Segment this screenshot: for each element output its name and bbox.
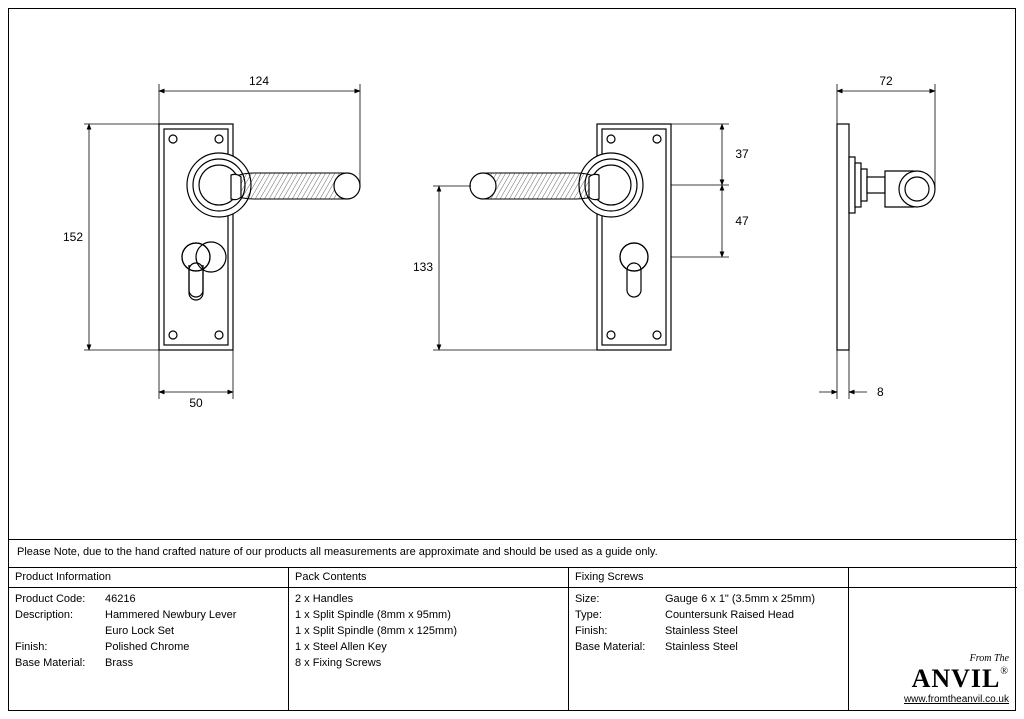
pack-item: 1 x Steel Allen Key (295, 639, 562, 655)
info-header-row: Product Information Pack Contents Fixing… (9, 567, 1017, 587)
technical-drawing: 152 124 50 (9, 9, 1017, 539)
label: Finish: (575, 623, 665, 639)
note-row: Please Note, due to the hand crafted nat… (9, 539, 1017, 567)
value: Stainless Steel (665, 639, 842, 655)
label: Type: (575, 607, 665, 623)
pack-item: 1 x Split Spindle (8mm x 95mm) (295, 607, 562, 623)
label: Finish: (15, 639, 105, 655)
drawing-area: 152 124 50 (9, 9, 1017, 539)
view-front-right (470, 124, 671, 350)
value: Euro Lock Set (105, 623, 282, 639)
note-text: Please Note, due to the hand crafted nat… (17, 546, 658, 558)
info-body-row: Product Code:46216 Description:Hammered … (9, 587, 1017, 711)
dim-label: 124 (249, 74, 269, 88)
dim-label: 133 (413, 260, 433, 274)
label: Product Code: (15, 591, 105, 607)
label: Description: (15, 607, 105, 623)
value: Polished Chrome (105, 639, 282, 655)
label: Base Material: (15, 655, 105, 671)
dim-50: 50 (159, 350, 233, 410)
brand-logo: From The ANVIL® www.fromtheanvil.co.uk (904, 653, 1009, 705)
value: Gauge 6 x 1" (3.5mm x 25mm) (665, 591, 842, 607)
header-pack: Pack Contents (289, 568, 569, 587)
dim-47: 47 (671, 185, 749, 257)
dim-label: 50 (189, 396, 203, 410)
pack-contents: 2 x Handles 1 x Split Spindle (8mm x 95m… (289, 588, 569, 711)
value: Brass (105, 655, 282, 671)
view-side (837, 124, 935, 350)
dim-label: 152 (63, 230, 83, 244)
fixing-screws: Size:Gauge 6 x 1" (3.5mm x 25mm) Type:Co… (569, 588, 849, 711)
product-info: Product Code:46216 Description:Hammered … (9, 588, 289, 711)
value: 46216 (105, 591, 282, 607)
label: Size: (575, 591, 665, 607)
dim-37: 37 (671, 124, 749, 185)
pack-item: 8 x Fixing Screws (295, 655, 562, 671)
value: Stainless Steel (665, 623, 842, 639)
dim-label: 37 (735, 147, 749, 161)
header-screws: Fixing Screws (569, 568, 849, 587)
header-empty (849, 568, 1017, 587)
value: Hammered Newbury Lever (105, 607, 282, 623)
dim-8: 8 (819, 350, 884, 399)
dim-label: 8 (877, 385, 884, 399)
dim-152: 152 (63, 124, 159, 350)
logo-tagline: From The (904, 653, 1009, 664)
sheet-border: 152 124 50 (8, 8, 1016, 711)
dim-133: 133 (413, 186, 597, 350)
logo-name: ANVIL® (904, 664, 1009, 694)
logo-cell: From The ANVIL® www.fromtheanvil.co.uk (849, 588, 1017, 711)
dim-label: 72 (879, 74, 893, 88)
value: Countersunk Raised Head (665, 607, 842, 623)
logo-url: www.fromtheanvil.co.uk (904, 694, 1009, 705)
label: Base Material: (575, 639, 665, 655)
view-front-left (159, 124, 360, 350)
pack-item: 1 x Split Spindle (8mm x 125mm) (295, 623, 562, 639)
pack-item: 2 x Handles (295, 591, 562, 607)
dim-label: 47 (735, 214, 749, 228)
header-product: Product Information (9, 568, 289, 587)
